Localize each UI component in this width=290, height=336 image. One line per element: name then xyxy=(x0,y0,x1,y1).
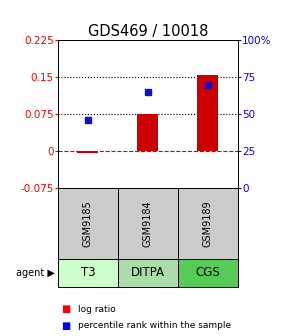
Bar xyxy=(197,75,218,151)
Text: T3: T3 xyxy=(81,266,95,280)
Text: percentile rank within the sample: percentile rank within the sample xyxy=(78,322,231,330)
Text: GSM9185: GSM9185 xyxy=(83,200,93,247)
Text: ■: ■ xyxy=(61,321,70,331)
Text: log ratio: log ratio xyxy=(78,305,116,313)
Text: GSM9189: GSM9189 xyxy=(203,200,213,247)
Text: DITPA: DITPA xyxy=(131,266,165,280)
Title: GDS469 / 10018: GDS469 / 10018 xyxy=(88,24,208,39)
Text: ■: ■ xyxy=(61,304,70,314)
Bar xyxy=(137,114,158,151)
Text: agent ▶: agent ▶ xyxy=(16,268,55,278)
Text: GSM9184: GSM9184 xyxy=(143,200,153,247)
Bar xyxy=(77,151,98,153)
Text: CGS: CGS xyxy=(195,266,220,280)
